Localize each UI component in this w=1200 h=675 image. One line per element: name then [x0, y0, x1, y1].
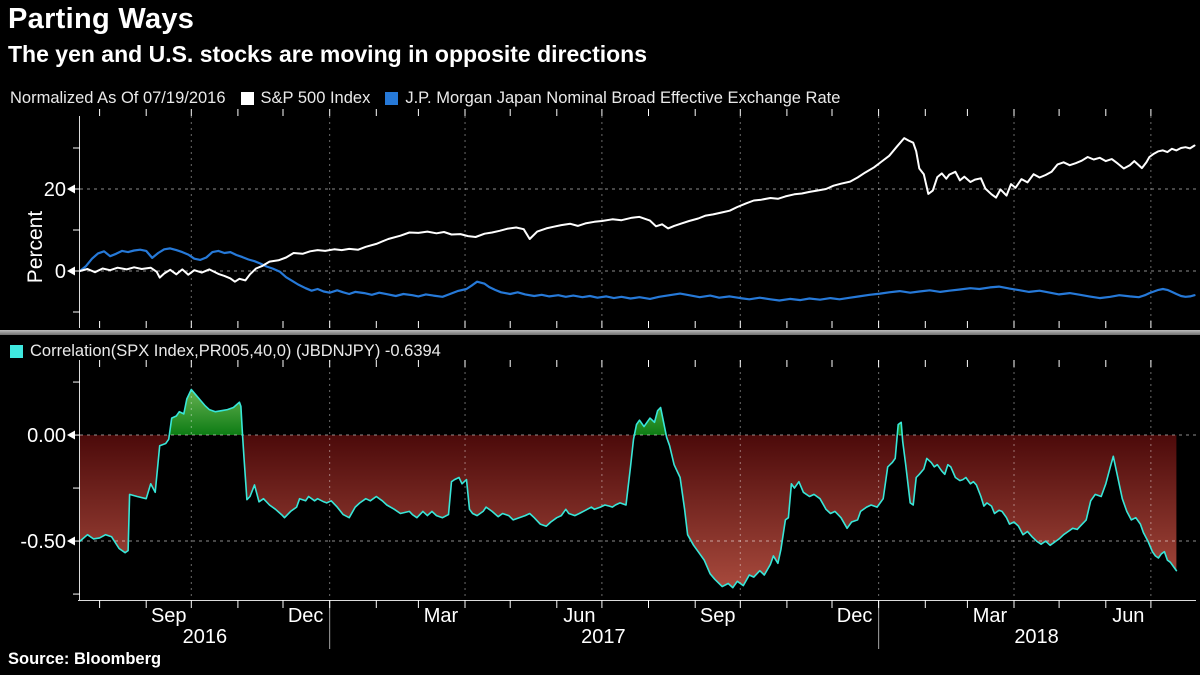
sp500-swatch-icon	[240, 92, 254, 105]
correlation-line	[79, 388, 1178, 589]
x-month-label: Dec	[288, 605, 324, 627]
tick-pointer-icon	[67, 184, 75, 194]
page-subtitle: The yen and U.S. stocks are moving in op…	[8, 41, 648, 67]
x-month-label: Dec	[837, 605, 873, 627]
y-tick-label: -0.50	[20, 531, 66, 553]
x-month-label: Mar	[973, 605, 1008, 627]
sp500-legend-label: S&P 500 Index	[260, 89, 371, 107]
panel-separator	[0, 330, 1200, 335]
x-month-label: Jun	[1112, 605, 1144, 627]
tick-pointer-icon	[67, 536, 75, 546]
top-legend: Normalized As Of 07/19/2016 S&P 500 Inde…	[10, 89, 840, 108]
yen-legend-label: J.P. Morgan Japan Nominal Broad Effectiv…	[405, 89, 841, 107]
x-month-label: Sep	[151, 605, 187, 627]
correlation-legend-label: Correlation(SPX Index,PR005,40,0) (JBDNJ…	[30, 342, 441, 360]
tick-pointer-icon	[67, 266, 75, 276]
correlation-swatch-icon	[10, 345, 23, 358]
page-title: Parting Ways	[8, 3, 195, 35]
x-year-label: 2016	[183, 626, 228, 648]
axes	[78, 116, 1196, 601]
top-chart-vertical-gridlines	[190, 116, 1152, 328]
tick-pointer-icon	[67, 430, 75, 440]
x-year-label: 2017	[581, 626, 626, 648]
x-year-label: 2018	[1014, 626, 1059, 648]
year-separators	[329, 600, 880, 649]
legend-item-yen: J.P. Morgan Japan Nominal Broad Effectiv…	[385, 89, 840, 108]
yen-line	[78, 247, 1196, 302]
correlation-legend: Correlation(SPX Index,PR005,40,0) (JBDNJ…	[10, 342, 441, 361]
legend-item-sp500: S&P 500 Index	[240, 89, 371, 108]
correlation-fill-negative	[80, 435, 1177, 588]
y-axis-title: Percent	[24, 210, 47, 284]
x-month-label: Jun	[563, 605, 595, 627]
month-tick-marks	[99, 109, 1152, 608]
y-tick-label: 20	[44, 179, 66, 201]
normalized-label: Normalized As Of 07/19/2016	[10, 89, 226, 107]
y-tick-marks	[73, 147, 80, 595]
y-tick-label: 0.00	[27, 425, 66, 447]
sp500-line	[79, 137, 1196, 283]
x-month-label: Mar	[424, 605, 459, 627]
yen-swatch-icon	[385, 92, 399, 105]
y-tick-label: 0	[55, 261, 66, 283]
source-attribution: Source: Bloomberg	[8, 650, 162, 668]
x-month-label: Sep	[700, 605, 736, 627]
